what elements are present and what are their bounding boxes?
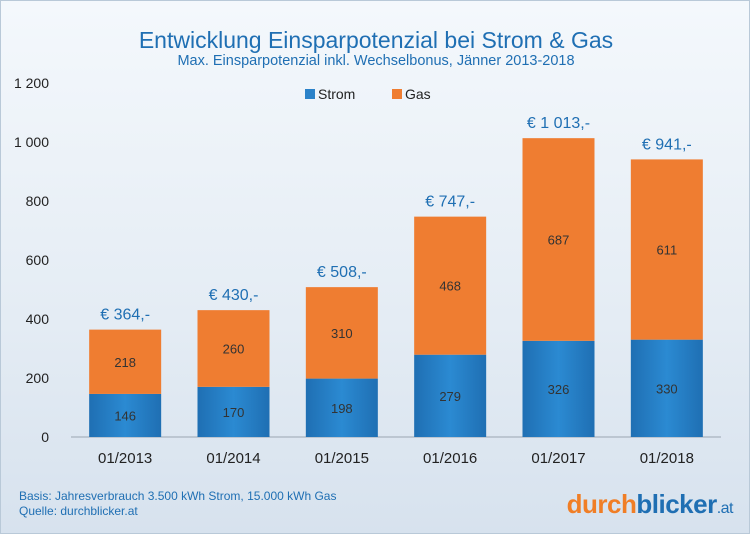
bar-gas <box>305 287 378 379</box>
bar-strom <box>89 393 162 437</box>
x-tick-label: 01/2013 <box>98 450 152 467</box>
legend-swatch-gas <box>392 89 402 99</box>
y-tick-label: 200 <box>26 370 50 386</box>
data-label-strom: 330 <box>656 381 678 396</box>
bar-gas <box>414 216 487 355</box>
bar-gas <box>197 310 270 387</box>
data-label-gas: 687 <box>548 232 570 247</box>
y-tick-label: 600 <box>26 252 50 268</box>
x-tick-label: 01/2016 <box>423 450 477 467</box>
data-label-strom: 198 <box>331 401 353 416</box>
logo-part-blicker: blicker <box>636 489 717 519</box>
data-label-strom: 170 <box>223 405 245 420</box>
footer-source: Quelle: durchblicker.at <box>19 504 138 518</box>
y-tick-label: 1 200 <box>14 75 49 91</box>
x-tick-label: 01/2017 <box>531 450 585 467</box>
data-label-strom: 326 <box>548 382 570 397</box>
data-label-gas: 611 <box>656 243 677 258</box>
data-label-strom: 146 <box>114 408 136 423</box>
durchblicker-logo: durchblicker.at <box>566 489 734 520</box>
data-label-gas: 468 <box>439 279 461 294</box>
logo-part-at: .at <box>716 500 734 517</box>
y-tick-label: 1 000 <box>14 134 49 150</box>
x-tick-label: 01/2015 <box>315 450 369 467</box>
bar-strom <box>197 386 270 437</box>
bar-gas <box>522 138 595 341</box>
bar-strom <box>414 354 487 437</box>
legend-label-gas: Gas <box>405 86 431 102</box>
footer-basis: Basis: Jahresverbrauch 3.500 kWh Strom, … <box>19 489 337 503</box>
x-tick-label: 01/2014 <box>206 450 260 467</box>
chart-subtitle: Max. Einsparpotenzial inkl. Wechselbonus… <box>177 53 575 69</box>
bar-strom <box>522 340 595 437</box>
total-label: € 364,- <box>100 307 150 324</box>
total-label: € 941,- <box>642 136 692 153</box>
legend-label-strom: Strom <box>318 86 355 102</box>
y-tick-label: 400 <box>26 311 50 327</box>
data-label-gas: 260 <box>223 342 245 357</box>
data-label-strom: 279 <box>439 389 461 404</box>
y-tick-label: 800 <box>26 193 50 209</box>
total-label: € 508,- <box>317 264 367 281</box>
bar-gas <box>89 329 162 394</box>
data-label-gas: 218 <box>114 355 136 370</box>
total-label: € 1 013,- <box>527 115 590 132</box>
total-label: € 747,- <box>425 194 475 211</box>
x-tick-label: 01/2018 <box>640 450 694 467</box>
bar-strom <box>630 339 703 437</box>
y-tick-label: 0 <box>41 429 49 445</box>
total-label: € 430,- <box>209 287 259 304</box>
chart-title: Entwicklung Einsparpotenzial bei Strom &… <box>138 27 614 53</box>
bar-gas <box>630 159 703 340</box>
legend-swatch-strom <box>305 89 315 99</box>
data-label-gas: 310 <box>331 326 353 341</box>
logo-part-durch: durch <box>566 489 637 519</box>
bar-strom <box>305 378 378 437</box>
